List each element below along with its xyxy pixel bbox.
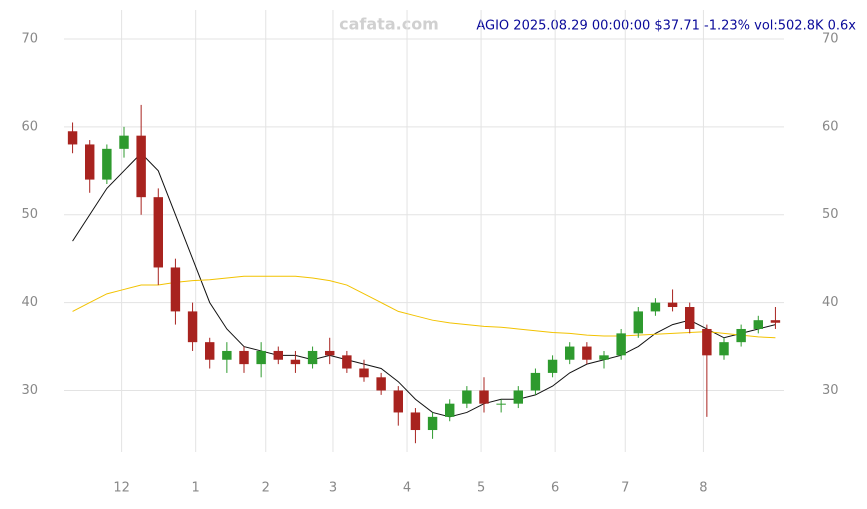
candle-body xyxy=(753,320,763,329)
candle-body xyxy=(222,350,232,360)
candle-body xyxy=(256,350,266,365)
candle-body xyxy=(770,320,781,323)
x-tick-label: 3 xyxy=(329,481,337,496)
candle-body xyxy=(736,328,746,343)
x-tick-label: 12 xyxy=(113,481,130,496)
candle-body xyxy=(479,390,489,404)
candle-body xyxy=(599,355,609,360)
candle-body xyxy=(685,307,695,329)
candle-body xyxy=(513,390,523,404)
x-tick-label: 4 xyxy=(403,481,411,496)
candle-body xyxy=(119,135,129,149)
candle-body xyxy=(393,390,403,413)
x-tick-label: 8 xyxy=(699,481,707,496)
y-tick-label: 50 xyxy=(21,207,38,222)
x-tick-label: 5 xyxy=(477,481,485,496)
candle-body xyxy=(410,412,421,431)
candle-body xyxy=(719,342,729,356)
candle-body xyxy=(530,372,541,391)
y-tick-label: 60 xyxy=(822,119,839,134)
candle-body xyxy=(359,368,369,378)
candle-body xyxy=(85,144,95,180)
candle-body xyxy=(307,350,318,365)
candle-body xyxy=(153,197,163,268)
x-tick-label: 1 xyxy=(192,481,200,496)
candle-body xyxy=(325,350,335,356)
moving-average xyxy=(72,275,776,339)
moving-average xyxy=(72,152,776,418)
candle-body xyxy=(342,355,352,369)
candle-body xyxy=(616,333,626,356)
chart-title: AGIO 2025.08.29 00:00:00 $37.71 -1.23% v… xyxy=(476,19,856,34)
y-tick-label: 50 xyxy=(822,207,839,222)
y-tick-label: 70 xyxy=(21,31,38,46)
candle-body xyxy=(187,311,198,343)
candle-body xyxy=(205,342,215,360)
x-tick-label: 2 xyxy=(262,481,270,496)
candle-body xyxy=(462,390,472,404)
y-tick-label: 40 xyxy=(21,295,38,310)
candle-body xyxy=(427,416,438,431)
candle-body xyxy=(170,267,181,312)
watermark: cafata.com xyxy=(339,15,439,34)
candle-body xyxy=(667,302,678,308)
candle-body xyxy=(67,131,78,145)
y-tick-label: 30 xyxy=(21,383,38,398)
candle-body xyxy=(136,135,146,198)
candle-body xyxy=(102,148,112,180)
candle-body xyxy=(547,359,558,373)
candle-body xyxy=(582,346,592,360)
y-tick-label: 40 xyxy=(822,295,839,310)
candle-body xyxy=(239,350,249,365)
candle-body xyxy=(633,311,643,334)
candle-body xyxy=(290,359,301,365)
candle-body xyxy=(702,328,712,356)
candle-body xyxy=(273,350,283,360)
candle-body xyxy=(376,377,386,391)
candle-body xyxy=(496,403,506,405)
x-tick-label: 7 xyxy=(621,481,629,496)
candle-body xyxy=(565,346,575,360)
y-tick-label: 60 xyxy=(21,119,38,134)
candle-body xyxy=(445,403,455,417)
candle-body xyxy=(650,302,661,312)
y-tick-label: 70 xyxy=(822,31,839,46)
y-tick-label: 30 xyxy=(822,383,839,398)
x-tick-label: 6 xyxy=(551,481,559,496)
